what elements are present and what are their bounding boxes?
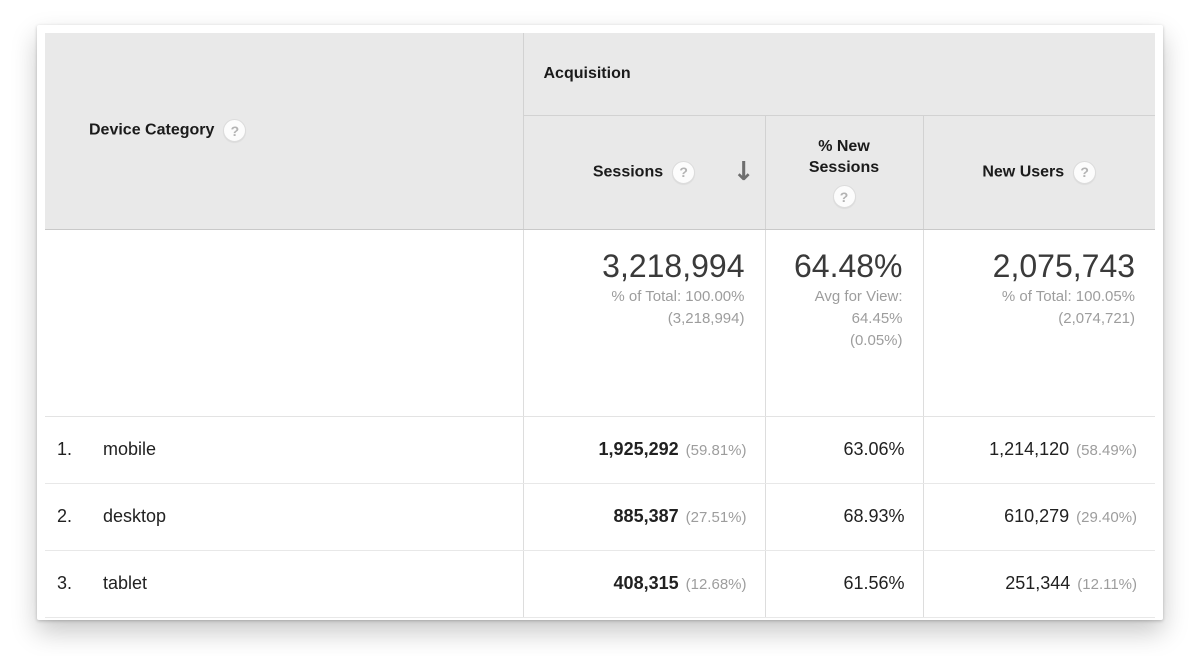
new-users-summary-cell: 2,075,743 % of Total: 100.05% (2,074,721…: [922, 229, 1156, 417]
row-rank: 3.: [57, 573, 73, 593]
new-sessions-label: % New Sessions: [808, 138, 880, 176]
acquisition-table: Device Category? Acquisition Sessions? ↓…: [45, 33, 1156, 618]
sessions-percent: (59.81%): [685, 442, 747, 459]
help-icon[interactable]: ?: [223, 119, 247, 143]
new-users-label: New Users: [982, 163, 1065, 181]
device-category-cell: 3. tablet: [45, 550, 523, 618]
sessions-total: 3,218,994: [602, 247, 745, 284]
sort-descending-icon[interactable]: ↓: [732, 157, 755, 187]
sessions-value: 1,925,292: [598, 439, 679, 459]
row-label: mobile: [103, 439, 157, 459]
new-users-value-cell: 251,344 (12.11%): [922, 550, 1156, 618]
sessions-total-note: % of Total: 100.00%: [611, 287, 745, 305]
sessions-value: 408,315: [613, 573, 679, 593]
new-sessions-avg-note: Avg for View:: [814, 287, 903, 305]
device-category-cell: 1. mobile: [45, 416, 523, 484]
device-category-cell: 2. desktop: [45, 483, 523, 551]
new-users-total-note: % of Total: 100.05%: [1001, 287, 1136, 305]
device-category-column-header[interactable]: Device Category?: [45, 33, 523, 230]
new-sessions-value: 61.56%: [843, 573, 905, 593]
analytics-table-card: Device Category? Acquisition Sessions? ↓…: [37, 25, 1163, 620]
new-users-value: 251,344: [1005, 573, 1071, 593]
device-category-label: Device Category: [89, 121, 215, 139]
new-sessions-value: 63.06%: [843, 439, 905, 459]
help-icon[interactable]: ?: [832, 185, 856, 208]
summary-empty-cell: [45, 229, 523, 417]
sessions-column-header[interactable]: Sessions? ↓: [522, 115, 765, 230]
sessions-percent: (12.68%): [685, 576, 747, 593]
sessions-summary-cell: 3,218,994 % of Total: 100.00% (3,218,994…: [522, 229, 765, 417]
sessions-value-cell: 1,925,292 (59.81%): [522, 416, 765, 484]
row-label: desktop: [103, 506, 167, 526]
row-label: tablet: [103, 573, 148, 593]
new-users-value: 610,279: [1004, 506, 1070, 526]
new-sessions-summary-cell: 64.48% Avg for View: 64.45% (0.05%): [764, 229, 923, 417]
new-sessions-column-header[interactable]: % New Sessions ?: [764, 115, 923, 230]
new-sessions-value-cell: 68.93%: [764, 483, 923, 551]
help-icon[interactable]: ?: [1073, 160, 1097, 184]
sessions-total-note2: (3,218,994): [667, 309, 745, 327]
row-rank: 2.: [57, 506, 73, 526]
sessions-label: Sessions: [592, 163, 664, 181]
new-users-value: 1,214,120: [989, 439, 1070, 459]
row-rank: 1.: [57, 439, 73, 459]
new-users-value-cell: 1,214,120 (58.49%): [922, 416, 1156, 484]
table-row: 2. desktop 885,387 (27.51%) 68.93% 610,279…: [45, 483, 1156, 551]
new-sessions-value-cell: 61.56%: [764, 550, 923, 618]
sessions-percent: (27.51%): [685, 509, 747, 526]
new-users-percent: (58.49%): [1076, 442, 1138, 459]
summary-row: 3,218,994 % of Total: 100.00% (3,218,994…: [45, 229, 1156, 417]
new-users-percent: (12.11%): [1077, 576, 1138, 593]
table-row: 3. tablet 408,315 (12.68%) 61.56% 251,344 (…: [45, 550, 1156, 618]
sessions-value: 885,387: [613, 506, 679, 526]
acquisition-group-header: Acquisition: [522, 33, 1156, 116]
new-users-percent: (29.40%): [1076, 509, 1138, 526]
sessions-value-cell: 408,315 (12.68%): [522, 550, 765, 618]
table-row: 1. mobile 1,925,292 (59.81%) 63.06% 1,214,…: [45, 416, 1156, 484]
new-sessions-avg-note3: (0.05%): [849, 331, 903, 349]
new-users-total: 2,075,743: [992, 247, 1136, 284]
new-sessions-value-cell: 63.06%: [764, 416, 923, 484]
new-users-value-cell: 610,279 (29.40%): [922, 483, 1156, 551]
acquisition-group-label: Acquisition: [543, 64, 631, 82]
new-sessions-avg: 64.48%: [793, 247, 903, 284]
help-icon[interactable]: ?: [672, 160, 696, 184]
sessions-value-cell: 885,387 (27.51%): [522, 483, 765, 551]
new-users-total-note2: (2,074,721): [1058, 309, 1136, 327]
new-sessions-value: 68.93%: [843, 506, 905, 526]
new-users-column-header[interactable]: New Users?: [922, 115, 1156, 230]
new-sessions-avg-note2: 64.45%: [851, 309, 903, 327]
